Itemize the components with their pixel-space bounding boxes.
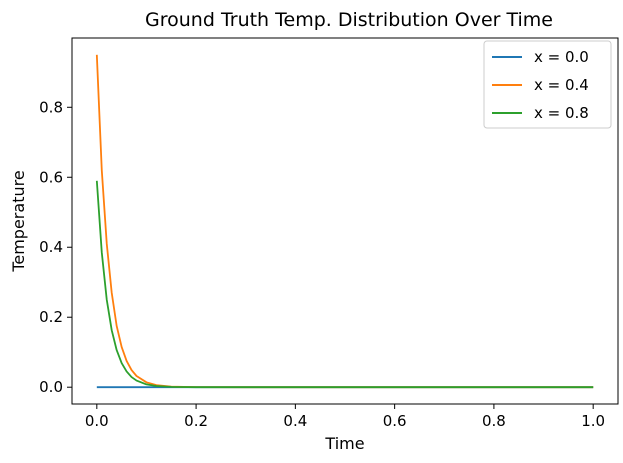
x-axis: 0.0 0.2 0.4 0.6 0.8 1.0 — [85, 404, 605, 430]
legend-label: x = 0.0 — [534, 48, 589, 66]
chart-title: Ground Truth Temp. Distribution Over Tim… — [145, 9, 553, 31]
y-axis-label: Temperature — [9, 170, 28, 272]
legend: x = 0.0 x = 0.4 x = 0.8 — [483, 40, 612, 129]
y-tick-label: 0.2 — [39, 308, 63, 326]
y-tick-label: 0.0 — [39, 378, 63, 396]
legend-label: x = 0.4 — [534, 76, 589, 94]
y-tick-label: 0.8 — [39, 98, 63, 116]
y-tick-label: 0.4 — [39, 238, 63, 256]
y-tick-label: 0.6 — [39, 168, 63, 186]
legend-label: x = 0.8 — [534, 104, 589, 122]
x-tick-label: 0.4 — [283, 412, 307, 430]
y-axis: 0.0 0.2 0.4 0.6 0.8 — [39, 98, 72, 396]
x-tick-label: 0.6 — [383, 412, 407, 430]
plot-frame — [71, 37, 619, 405]
x-tick-label: 1.0 — [581, 412, 605, 430]
x-tick-label: 0.2 — [184, 412, 208, 430]
series-line — [95, 180, 594, 389]
x-tick-label: 0.8 — [482, 412, 506, 430]
x-tick-label: 0.0 — [85, 412, 109, 430]
x-axis-label: Time — [324, 434, 364, 453]
series-layer — [95, 54, 594, 389]
plot-area — [71, 37, 619, 405]
legend-frame — [483, 40, 612, 129]
